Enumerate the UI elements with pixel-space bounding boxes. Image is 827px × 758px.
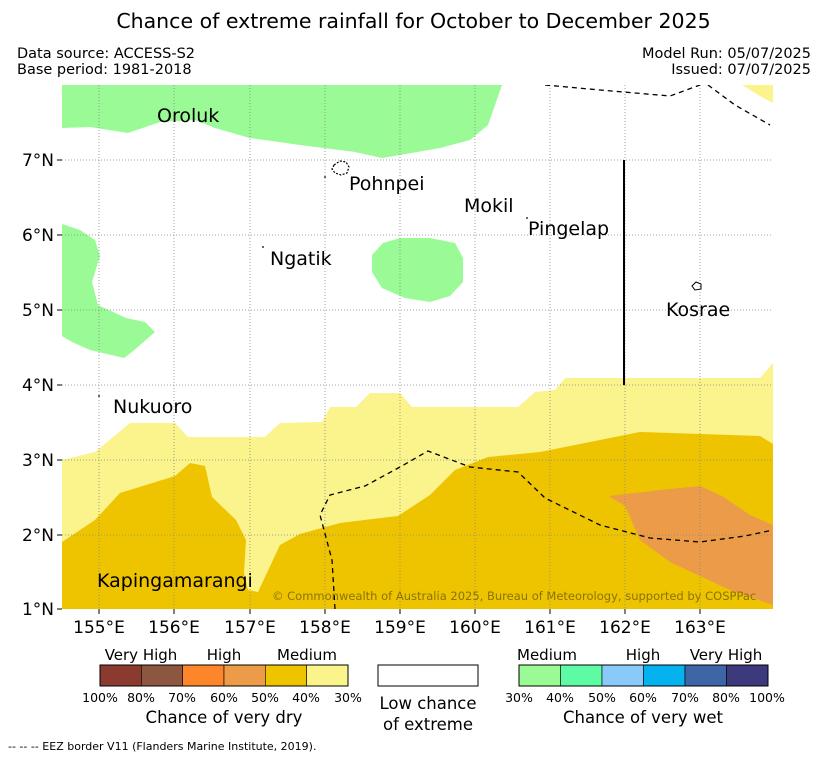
legend-dry-tick: 30% (334, 690, 362, 705)
base-period-text: Base period: 1981-2018 (17, 62, 192, 78)
legend-dry-medium-label: Medium (277, 646, 337, 664)
place-label-pohnpei: Pohnpei (349, 173, 425, 195)
legend-low: Low chance of extreme (377, 664, 479, 734)
kosrae-island-icon (691, 281, 702, 291)
legend-dry-high-label: High (207, 646, 241, 664)
legend-wet-medium-label: Medium (517, 646, 577, 664)
legend-wet-high-label: High (626, 646, 660, 664)
wet-region-north (62, 85, 502, 158)
wet-region-center (372, 238, 463, 302)
nukuoro-dot (98, 395, 100, 397)
axis-tick-marks (57, 159, 701, 614)
x-tick-label: 162°E (599, 618, 651, 638)
y-tick-label: 3°N (22, 451, 54, 471)
wet-region-west (62, 224, 155, 358)
legend-wet-frame (518, 664, 769, 687)
legend-low-swatch (377, 664, 479, 687)
pohnpei-atoll-dot (324, 176, 326, 178)
place-label-kosrae: Kosrae (666, 299, 730, 321)
meta-left: Data source: ACCESS-S2 Base period: 1981… (17, 46, 195, 78)
legend-swatch (684, 664, 727, 687)
legend-wet-tick: 40% (546, 690, 574, 705)
x-tick-label: 159°E (374, 618, 426, 638)
place-label-oroluk: Oroluk (157, 105, 219, 127)
legend-wet-tick: 100% (749, 690, 785, 705)
x-tick-label: 155°E (73, 618, 125, 638)
place-label-ngatik: Ngatik (270, 248, 332, 270)
meta-right: Model Run: 05/07/2025 Issued: 07/07/2025 (642, 46, 811, 78)
x-tick-label: 163°E (674, 618, 726, 638)
place-label-nukuoro: Nukuoro (113, 396, 192, 418)
legend-dry-very-high-label: Very High (105, 646, 178, 664)
legend-swatch (601, 664, 644, 687)
legend-low-line2: of extreme (383, 715, 473, 734)
legend-swatch (265, 664, 307, 687)
map-area: Oroluk Pohnpei Mokil Pingelap Ngatik Kos… (62, 85, 773, 609)
copyright-text: © Commonwealth of Australia 2025, Bureau… (272, 589, 756, 603)
issued-text: Issued: 07/07/2025 (671, 62, 811, 78)
legend-swatch (560, 664, 603, 687)
model-run-text: Model Run: 05/07/2025 (641, 46, 811, 62)
map-title: Chance of extreme rainfall for October t… (116, 9, 711, 33)
y-axis-labels: 7°N 6°N 5°N 4°N 3°N 2°N 1°N (22, 151, 54, 620)
y-tick-label: 2°N (22, 526, 54, 546)
legend-swatch (99, 664, 142, 687)
y-tick-label: 6°N (22, 226, 54, 246)
legend-swatch (141, 664, 183, 687)
place-label-pingelap: Pingelap (528, 218, 609, 240)
legend-dry-swatches (99, 664, 349, 687)
legend-dry-tick: 70% (168, 690, 196, 705)
legend-dry: Very High High Medium 100% 80% 70% 60% 5… (82, 646, 362, 727)
x-tick-label: 157°E (224, 618, 276, 638)
place-label-kapingamarangi: Kapingamarangi (97, 570, 253, 592)
data-source-text: Data source: ACCESS-S2 (17, 46, 196, 62)
dry-medium-region (62, 432, 773, 609)
footnote: -- -- -- EEZ border V11 (Flanders Marine… (8, 740, 317, 753)
legend-swatch (643, 664, 686, 687)
legend-low-line1: Low chance (379, 694, 476, 713)
x-axis-labels: 155°E 156°E 157°E 158°E 159°E 160°E 161°… (73, 618, 726, 638)
legend-wet-swatches (518, 664, 769, 687)
y-tick-label: 5°N (22, 301, 54, 321)
legend-wet-title: Chance of very wet (563, 708, 724, 727)
y-tick-label: 4°N (22, 376, 54, 396)
legend-wet-tick: 30% (505, 690, 533, 705)
legend-wet-tick: 80% (712, 690, 740, 705)
legend-dry-tick: 40% (292, 690, 320, 705)
legend-dry-title: Chance of very dry (146, 708, 303, 727)
legend-swatch (726, 664, 769, 687)
legend-swatch (518, 664, 561, 687)
y-tick-label: 7°N (22, 151, 54, 171)
legend-swatch (306, 664, 349, 687)
legend-dry-tick: 100% (82, 690, 118, 705)
x-tick-label: 156°E (148, 618, 200, 638)
eez-borders (319, 85, 773, 609)
legend-wet-tick: 50% (588, 690, 616, 705)
ngatik-dot (262, 246, 264, 248)
legend-swatch (223, 664, 266, 687)
legend-wet-very-high-label: Very High (690, 646, 763, 664)
legend-dry-frame (99, 664, 349, 687)
y-tick-label: 1°N (22, 600, 54, 620)
legend-dry-tick: 60% (210, 690, 238, 705)
legend-wet-tick: 60% (629, 690, 657, 705)
place-label-mokil: Mokil (464, 195, 514, 217)
x-tick-label: 161°E (524, 618, 576, 638)
dry-high-region (609, 486, 773, 605)
x-tick-label: 158°E (299, 618, 351, 638)
legend-swatch (182, 664, 225, 687)
legend-dry-tick: 50% (251, 690, 279, 705)
x-tick-label: 160°E (449, 618, 501, 638)
dry-region-northeast (742, 85, 773, 103)
legend-dry-tick: 80% (127, 690, 155, 705)
pohnpei-island-icon (331, 160, 350, 176)
pingelap-dot (526, 217, 528, 219)
legend-wet-tick: 70% (671, 690, 699, 705)
legend-wet: Medium High Very High 30% 40% 50% 60% 70… (505, 646, 785, 727)
